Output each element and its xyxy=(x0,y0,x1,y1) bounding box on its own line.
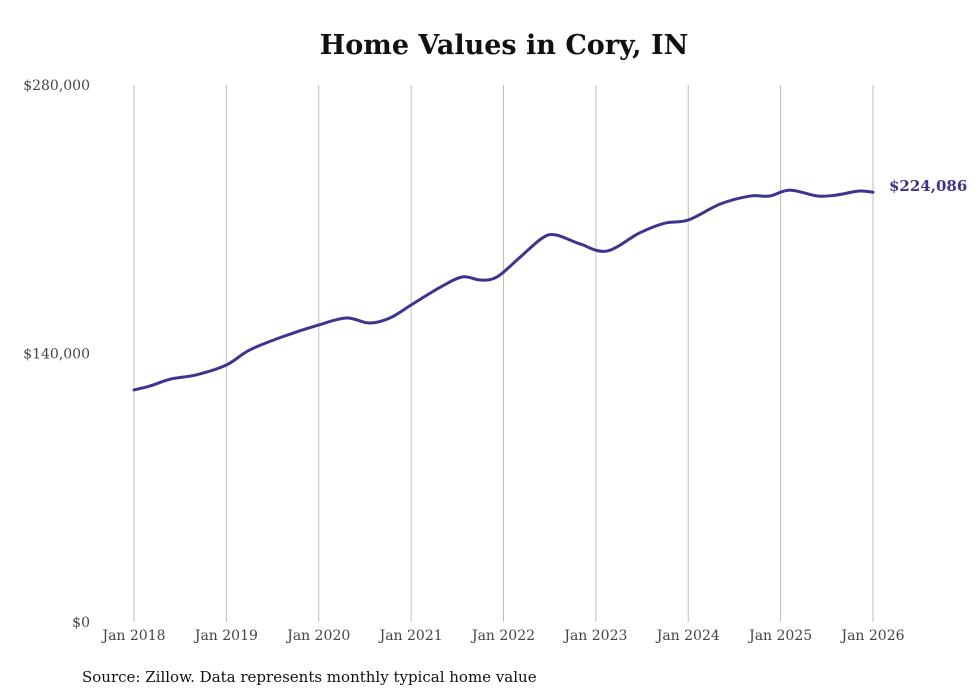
x-tick-label: Jan 2020 xyxy=(285,628,350,644)
x-tick-label: Jan 2021 xyxy=(378,628,443,644)
x-tick-label: Jan 2018 xyxy=(100,628,165,644)
x-tick-label: Jan 2022 xyxy=(470,628,535,644)
x-tick-label: Jan 2025 xyxy=(747,628,812,644)
x-tick-label: Jan 2023 xyxy=(562,628,627,644)
source-note: Source: Zillow. Data represents monthly … xyxy=(82,668,537,686)
y-tick-label: $140,000 xyxy=(23,347,90,363)
x-tick-label: Jan 2026 xyxy=(839,628,904,644)
end-value-label: $224,086 xyxy=(889,177,967,195)
chart-title: Home Values in Cory, IN xyxy=(319,30,689,61)
x-tick-label: Jan 2019 xyxy=(193,628,258,644)
y-tick-label: $0 xyxy=(72,615,90,631)
x-tick-label: Jan 2024 xyxy=(655,628,720,644)
series-line xyxy=(132,188,875,392)
y-tick-label: $280,000 xyxy=(23,78,90,94)
